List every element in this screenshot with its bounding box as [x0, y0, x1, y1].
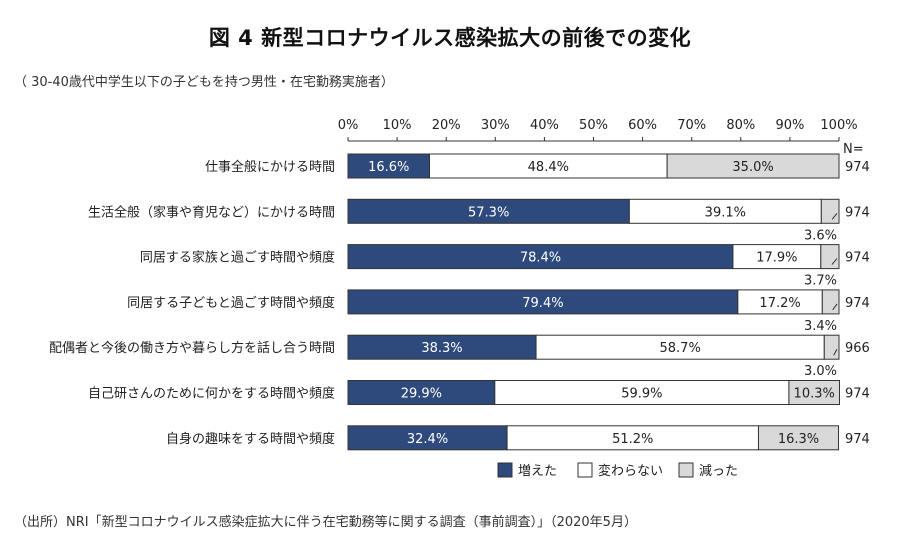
- legend-label: 増えた: [518, 464, 557, 479]
- x-tick-label: 70%: [677, 118, 706, 133]
- data-label-unchanged: 59.9%: [621, 387, 662, 402]
- bar-decreased: [666, 153, 840, 179]
- x-tick-label: 20%: [432, 118, 461, 133]
- data-label-unchanged: 51.2%: [612, 432, 653, 447]
- bar-decreased: [821, 289, 840, 315]
- n-value: 966: [845, 341, 870, 356]
- data-label-unchanged: 17.9%: [756, 251, 797, 266]
- data-label-unchanged: 39.1%: [705, 205, 746, 220]
- data-label-increased: 79.4%: [522, 296, 563, 311]
- n-value: 974: [845, 387, 870, 402]
- bar-increased: [347, 198, 630, 224]
- legend-swatch: [678, 462, 694, 478]
- bar-unchanged: [494, 380, 790, 405]
- x-tick-label: 90%: [775, 118, 804, 133]
- data-label-unchanged: 17.2%: [759, 296, 800, 311]
- data-label-increased: 16.6%: [368, 160, 409, 175]
- legend-label: 変わらない: [598, 463, 663, 479]
- leader-line: [831, 258, 838, 265]
- bar-unchanged: [628, 198, 822, 224]
- bar-unchanged: [535, 334, 825, 360]
- bar-increased: [347, 425, 508, 451]
- legend-label: 減った: [699, 463, 738, 479]
- x-tick-label: 60%: [628, 118, 657, 133]
- bar-decreased: [820, 198, 840, 224]
- x-tick-label: 10%: [383, 118, 412, 133]
- data-label-decreased: 3.6%: [804, 228, 837, 243]
- category-label: 自身の趣味をする時間や頻度: [166, 431, 335, 447]
- n-value: 974: [845, 296, 870, 311]
- x-tick-label: 100%: [820, 118, 857, 133]
- bar-increased: [347, 334, 537, 360]
- leader-line: [831, 212, 838, 220]
- x-tick-label: 80%: [726, 118, 755, 133]
- data-label-decreased: 3.7%: [804, 274, 837, 289]
- category-label: 同居する子どもと過ごす時間や頻度: [127, 295, 335, 311]
- legend-swatch: [577, 462, 593, 478]
- data-label-increased: 78.4%: [520, 251, 561, 266]
- bar-increased: [347, 244, 734, 270]
- bar-unchanged: [737, 289, 823, 315]
- data-label-unchanged: 58.7%: [660, 341, 701, 356]
- chart-title: 図 4 新型コロナウイルス感染拡大の前後での変化: [208, 26, 692, 50]
- data-label-decreased: 16.3%: [778, 432, 819, 447]
- data-label-decreased: 35.0%: [732, 160, 773, 175]
- bar-decreased: [757, 425, 840, 451]
- data-label-decreased: 3.4%: [804, 319, 837, 334]
- n-value: 974: [845, 251, 870, 266]
- leader-line: [833, 348, 838, 356]
- data-label-increased: 32.4%: [407, 432, 448, 447]
- n-header: N=: [843, 142, 864, 157]
- x-tick-label: 50%: [579, 118, 608, 133]
- bar-decreased: [788, 380, 840, 405]
- x-tick-label: 40%: [530, 118, 559, 133]
- bar-increased: [347, 289, 739, 315]
- bar-decreased: [820, 244, 840, 270]
- legend-swatch: [497, 462, 513, 478]
- category-label: 自己研さんのために何かをする時間や頻度: [88, 386, 335, 402]
- category-label: 同居する家族と過ごす時間や頻度: [140, 250, 335, 266]
- bar-increased: [347, 380, 496, 405]
- x-tick-label: 30%: [481, 118, 510, 133]
- data-label-increased: 57.3%: [468, 205, 509, 220]
- data-label-increased: 38.3%: [421, 341, 462, 356]
- data-label-decreased: 3.0%: [804, 364, 837, 379]
- source-note: （出所）NRI「新型コロナウイルス感染症拡大に伴う在宅勤務等に関する調査（事前調…: [14, 515, 637, 530]
- bar-unchanged: [506, 425, 759, 451]
- leader-line: [832, 303, 838, 311]
- category-label: 配偶者と今後の働き方や暮らし方を話し合う時間: [49, 340, 335, 356]
- bar-unchanged: [732, 244, 822, 270]
- chart-subtitle: （ 30-40歳代中学生以下の子どもを持つ男性・在宅勤務実施者）: [14, 75, 394, 90]
- bar-decreased: [823, 334, 840, 360]
- n-value: 974: [845, 205, 870, 220]
- category-label: 仕事全般にかける時間: [205, 159, 335, 175]
- data-label-decreased: 10.3%: [794, 387, 835, 402]
- data-label-increased: 29.9%: [401, 387, 442, 402]
- n-value: 974: [845, 160, 870, 175]
- x-tick-label: 0%: [338, 118, 359, 133]
- data-label-unchanged: 48.4%: [528, 160, 569, 175]
- n-value: 974: [845, 432, 870, 447]
- category-label: 生活全般（家事や育児など）にかける時間: [88, 204, 335, 220]
